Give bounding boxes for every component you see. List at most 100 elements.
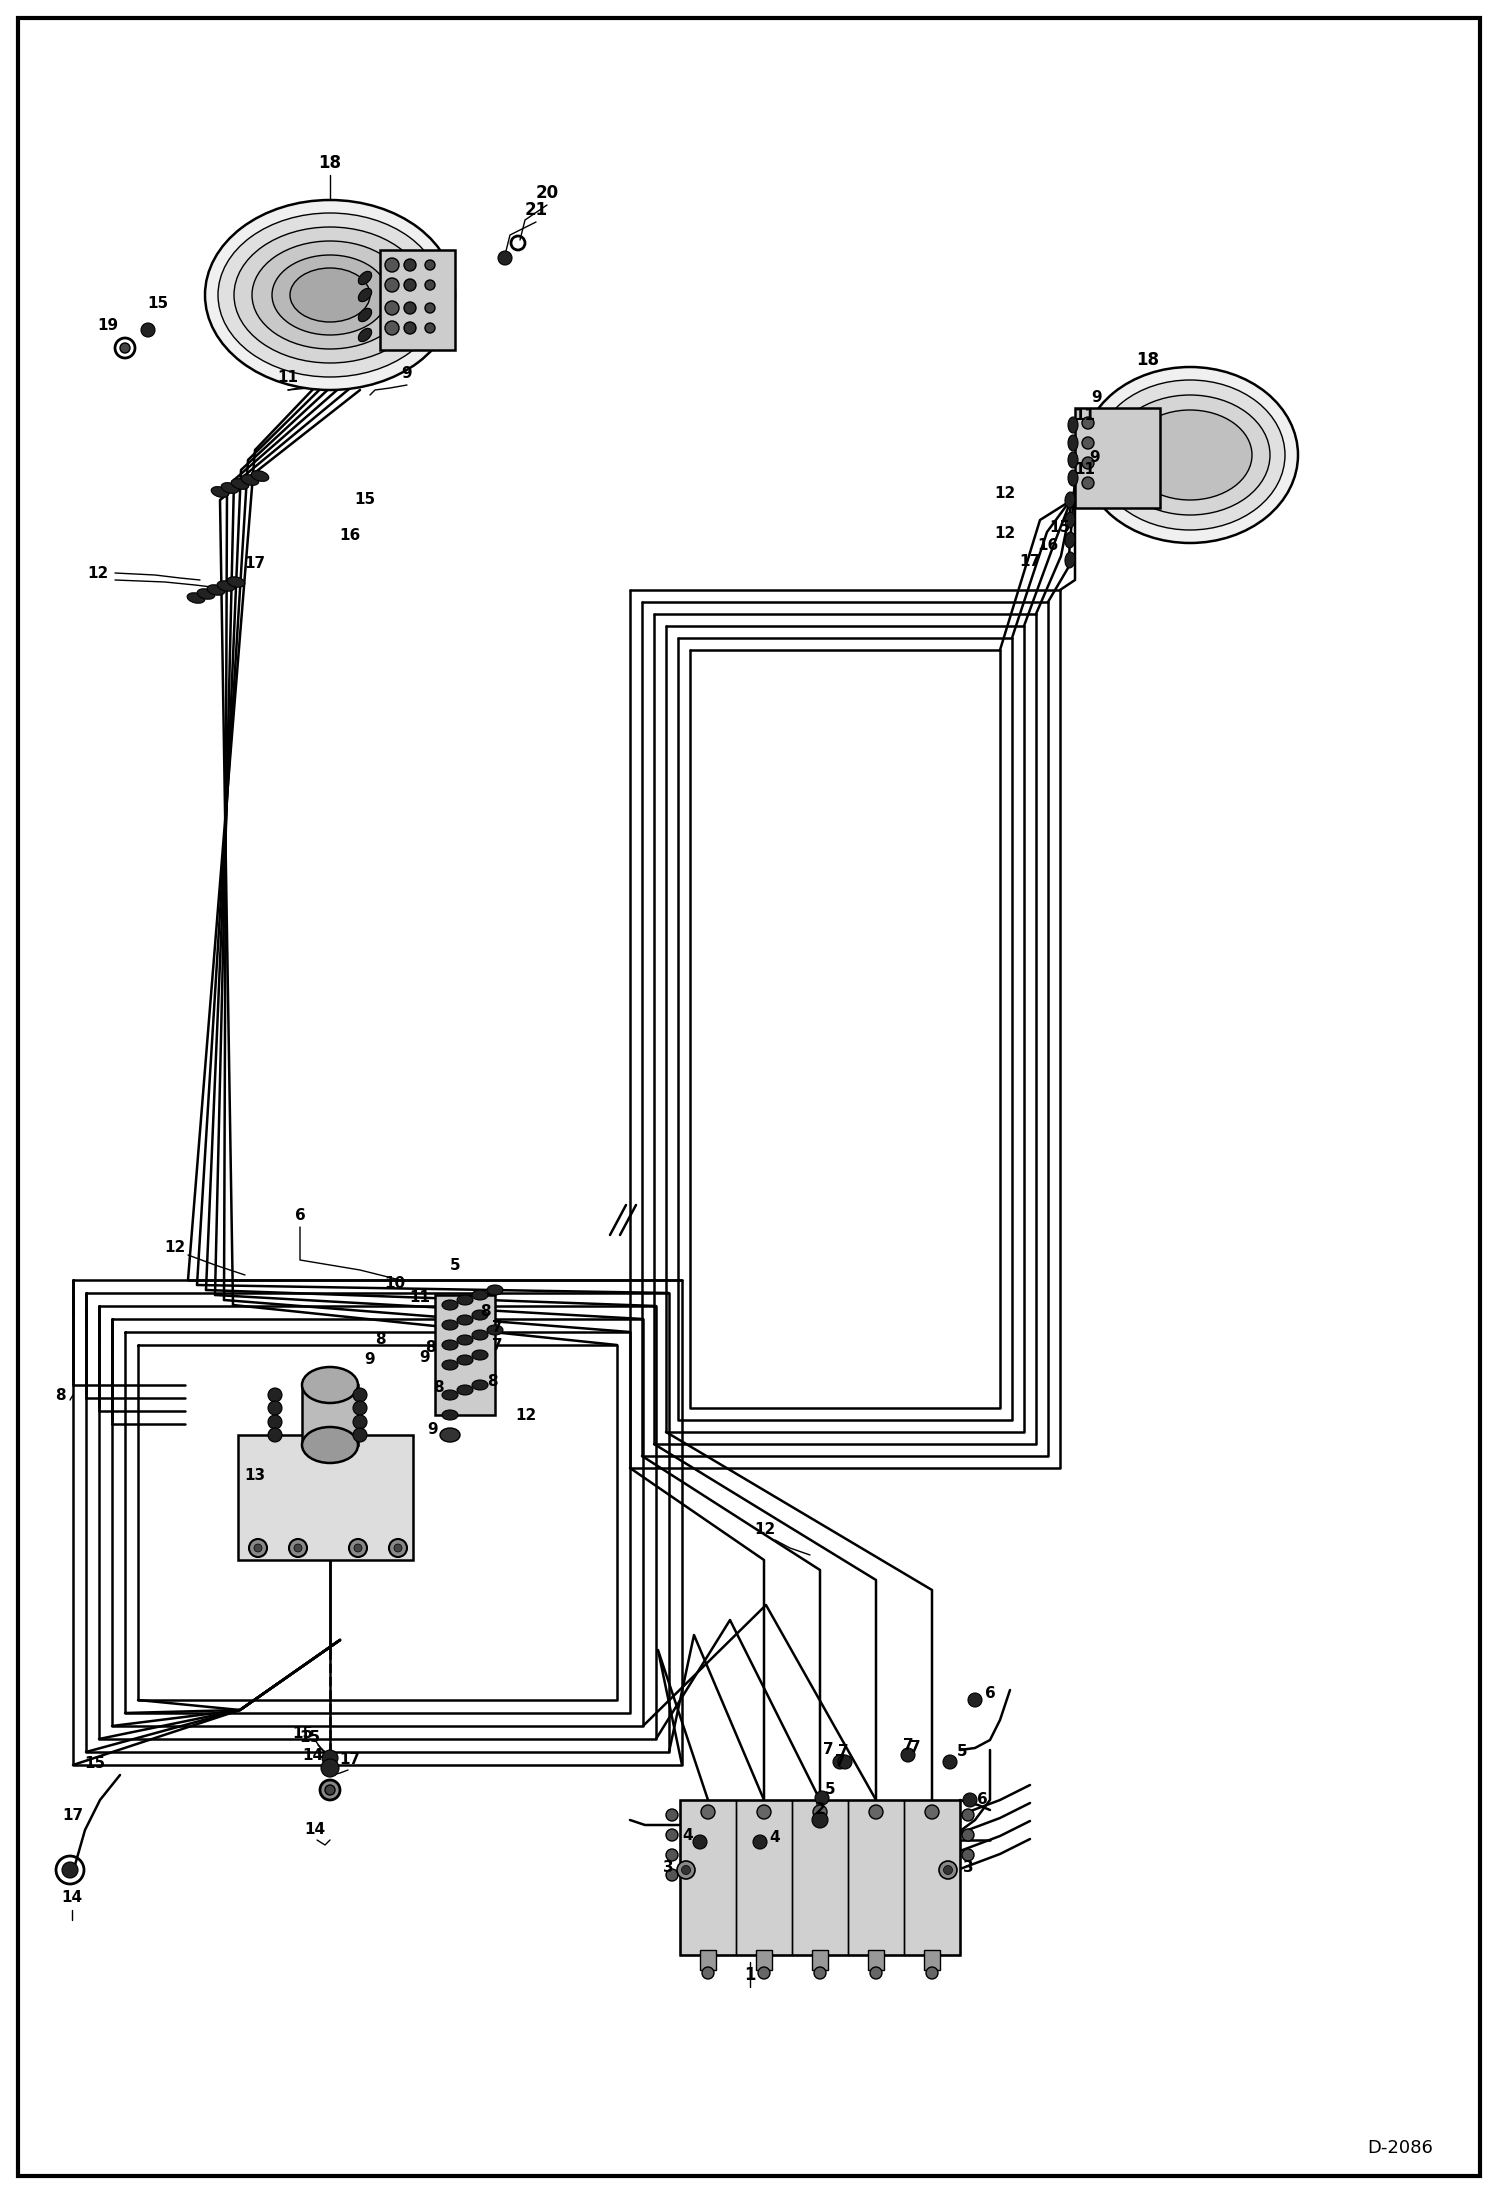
Text: 20: 20 bbox=[535, 184, 559, 202]
Text: 3: 3 bbox=[662, 1861, 673, 1874]
Ellipse shape bbox=[472, 1290, 488, 1301]
Ellipse shape bbox=[228, 577, 244, 588]
Text: 1: 1 bbox=[745, 1966, 756, 1983]
Bar bbox=[736, 1799, 792, 1955]
Text: 7: 7 bbox=[822, 1742, 833, 1757]
Circle shape bbox=[404, 279, 416, 292]
Ellipse shape bbox=[1068, 452, 1079, 467]
Bar bbox=[303, 1384, 358, 1446]
Text: 8: 8 bbox=[55, 1387, 66, 1402]
Ellipse shape bbox=[241, 474, 259, 485]
Circle shape bbox=[1082, 456, 1094, 470]
Text: 7: 7 bbox=[903, 1738, 914, 1753]
Text: 7: 7 bbox=[491, 1338, 502, 1352]
Circle shape bbox=[926, 1968, 938, 1979]
Text: 9: 9 bbox=[1089, 450, 1101, 465]
Ellipse shape bbox=[1068, 470, 1079, 487]
Bar bbox=[680, 1799, 960, 1955]
Text: 6: 6 bbox=[977, 1792, 987, 1808]
Circle shape bbox=[497, 250, 512, 265]
Circle shape bbox=[1082, 417, 1094, 430]
Text: 12: 12 bbox=[995, 527, 1016, 540]
Ellipse shape bbox=[457, 1334, 473, 1345]
Text: 4: 4 bbox=[770, 1830, 780, 1845]
Text: 8: 8 bbox=[433, 1380, 443, 1395]
Text: 15: 15 bbox=[147, 296, 169, 312]
Text: 8: 8 bbox=[374, 1332, 385, 1347]
Text: 8: 8 bbox=[479, 1305, 490, 1319]
Circle shape bbox=[115, 338, 135, 358]
Circle shape bbox=[869, 1806, 882, 1819]
Text: 7: 7 bbox=[834, 1755, 845, 1771]
Ellipse shape bbox=[442, 1341, 458, 1349]
Circle shape bbox=[900, 1749, 915, 1762]
Ellipse shape bbox=[1128, 410, 1252, 500]
Ellipse shape bbox=[1110, 395, 1270, 516]
Text: 12: 12 bbox=[995, 485, 1016, 500]
Circle shape bbox=[753, 1834, 767, 1850]
Text: 9: 9 bbox=[1092, 391, 1103, 406]
Circle shape bbox=[385, 259, 398, 272]
Ellipse shape bbox=[442, 1411, 458, 1420]
Text: 17: 17 bbox=[340, 1753, 361, 1768]
Text: 15: 15 bbox=[292, 1724, 313, 1740]
Ellipse shape bbox=[303, 1426, 358, 1463]
Circle shape bbox=[813, 1968, 825, 1979]
Bar bbox=[792, 1799, 848, 1955]
Ellipse shape bbox=[211, 487, 229, 498]
Circle shape bbox=[354, 1389, 367, 1402]
Text: 9: 9 bbox=[419, 1352, 430, 1365]
Ellipse shape bbox=[358, 272, 372, 285]
Circle shape bbox=[1082, 437, 1094, 450]
Text: 12: 12 bbox=[755, 1523, 776, 1538]
Text: 9: 9 bbox=[401, 366, 412, 380]
Bar bbox=[812, 1950, 828, 1970]
Text: 6: 6 bbox=[984, 1685, 995, 1700]
Text: 5: 5 bbox=[825, 1782, 836, 1797]
Circle shape bbox=[1082, 476, 1094, 489]
Circle shape bbox=[701, 1806, 715, 1819]
Ellipse shape bbox=[187, 592, 205, 603]
Ellipse shape bbox=[440, 1428, 460, 1441]
Text: 16: 16 bbox=[1038, 538, 1059, 553]
Circle shape bbox=[404, 323, 416, 333]
Circle shape bbox=[61, 1863, 78, 1878]
Ellipse shape bbox=[1082, 366, 1297, 542]
Text: 12: 12 bbox=[87, 566, 109, 581]
Circle shape bbox=[354, 1415, 367, 1428]
Circle shape bbox=[321, 1760, 339, 1777]
Circle shape bbox=[962, 1830, 974, 1841]
Text: 7: 7 bbox=[837, 1744, 848, 1760]
Circle shape bbox=[289, 1538, 307, 1558]
Bar bbox=[756, 1950, 771, 1970]
Ellipse shape bbox=[457, 1314, 473, 1325]
Circle shape bbox=[404, 303, 416, 314]
Bar bbox=[700, 1950, 716, 1970]
Ellipse shape bbox=[252, 241, 407, 349]
Text: 12: 12 bbox=[165, 1240, 186, 1255]
Circle shape bbox=[425, 303, 434, 314]
Text: 17: 17 bbox=[244, 555, 265, 570]
Text: 8: 8 bbox=[487, 1373, 497, 1389]
Ellipse shape bbox=[234, 226, 425, 362]
Ellipse shape bbox=[358, 309, 372, 323]
Ellipse shape bbox=[472, 1349, 488, 1360]
Text: 4: 4 bbox=[683, 1828, 694, 1843]
Ellipse shape bbox=[217, 581, 235, 590]
Text: 15: 15 bbox=[300, 1731, 321, 1746]
Text: 14: 14 bbox=[304, 1823, 325, 1839]
Bar bbox=[924, 1950, 941, 1970]
Bar bbox=[238, 1435, 413, 1560]
Ellipse shape bbox=[472, 1310, 488, 1321]
Circle shape bbox=[703, 1968, 715, 1979]
Circle shape bbox=[870, 1968, 882, 1979]
Text: 7: 7 bbox=[909, 1740, 920, 1755]
Circle shape bbox=[325, 1786, 336, 1795]
Circle shape bbox=[349, 1538, 367, 1558]
Circle shape bbox=[682, 1865, 691, 1874]
Text: 13: 13 bbox=[244, 1468, 265, 1483]
Bar bbox=[680, 1799, 736, 1955]
Ellipse shape bbox=[1065, 511, 1076, 529]
Ellipse shape bbox=[457, 1356, 473, 1365]
Circle shape bbox=[321, 1779, 340, 1799]
